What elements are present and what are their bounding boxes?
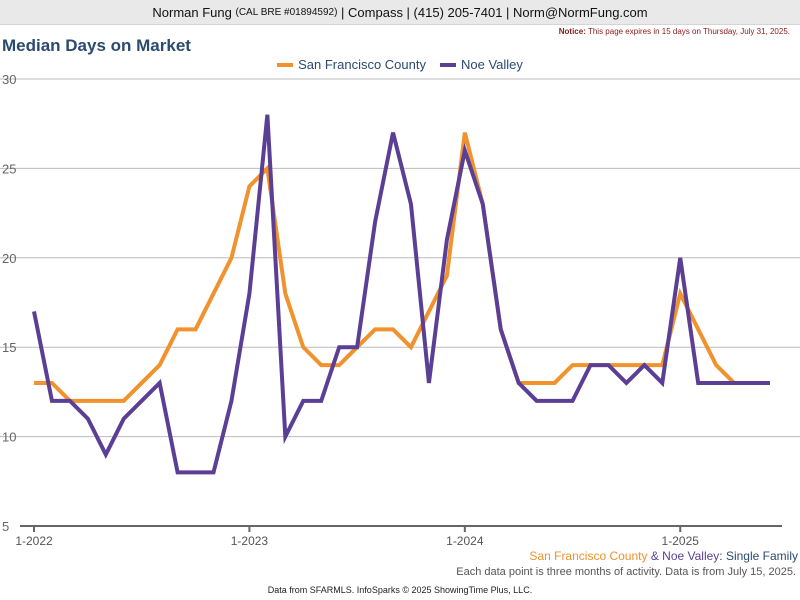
subtitle-amp: &	[647, 549, 663, 563]
x-tick-label-1-2025: 1-2025	[662, 534, 700, 548]
y-tick-label-30: 30	[2, 72, 16, 87]
chart-title: Median Days on Market	[2, 36, 191, 55]
x-tick-label-1-2023: 1-2023	[231, 534, 269, 548]
legend-label-noe: Noe Valley	[461, 57, 523, 72]
y-tick-label-25: 25	[2, 161, 16, 176]
subtitle-rest: : Single Family	[719, 549, 798, 563]
y-tick-label-15: 15	[2, 340, 16, 355]
subtitle-sf: San Francisco County	[529, 549, 648, 563]
notice-label: Notice:	[558, 27, 586, 36]
x-tick-label-1-2024: 1-2024	[446, 534, 484, 548]
legend-item-noe[interactable]: Noe Valley	[440, 57, 523, 72]
y-tick-label-10: 10	[2, 430, 16, 445]
series-line-sf	[34, 132, 770, 403]
x-tick-label-1-2022: 1-2022	[15, 534, 53, 548]
legend-label-sf: San Francisco County	[298, 57, 426, 72]
header-bar: Norman Fung (CAL BRE #01894592) | Compas…	[0, 0, 800, 25]
subtitle-noe: Noe Valley	[662, 549, 720, 563]
agent-name: Norman Fung	[152, 4, 232, 20]
expiry-notice: Notice: This page expires in 15 days on …	[559, 27, 790, 36]
agent-license: (CAL BRE #01894592)	[235, 6, 338, 18]
series-line-noe	[32, 114, 770, 475]
chart-legend: San Francisco County Noe Valley	[0, 57, 800, 72]
legend-swatch-sf	[277, 62, 294, 67]
y-tick-label-20: 20	[2, 251, 16, 266]
agent-contact: | Compass | (415) 205-7401 | Norm@NormFu…	[341, 4, 648, 20]
legend-swatch-noe	[440, 62, 456, 67]
notice-text: This page expires in 15 days on Thursday…	[587, 27, 790, 36]
legend-item-sf[interactable]: San Francisco County	[277, 57, 426, 72]
footer-credit: Data from SFARMLS. InfoSparks © 2025 Sho…	[267, 585, 533, 595]
y-tick-label-5: 5	[2, 519, 9, 534]
chart-subtitle: San Francisco County & Noe Valley: Singl…	[529, 549, 798, 563]
data-note: Each data point is three months of activ…	[456, 566, 796, 578]
